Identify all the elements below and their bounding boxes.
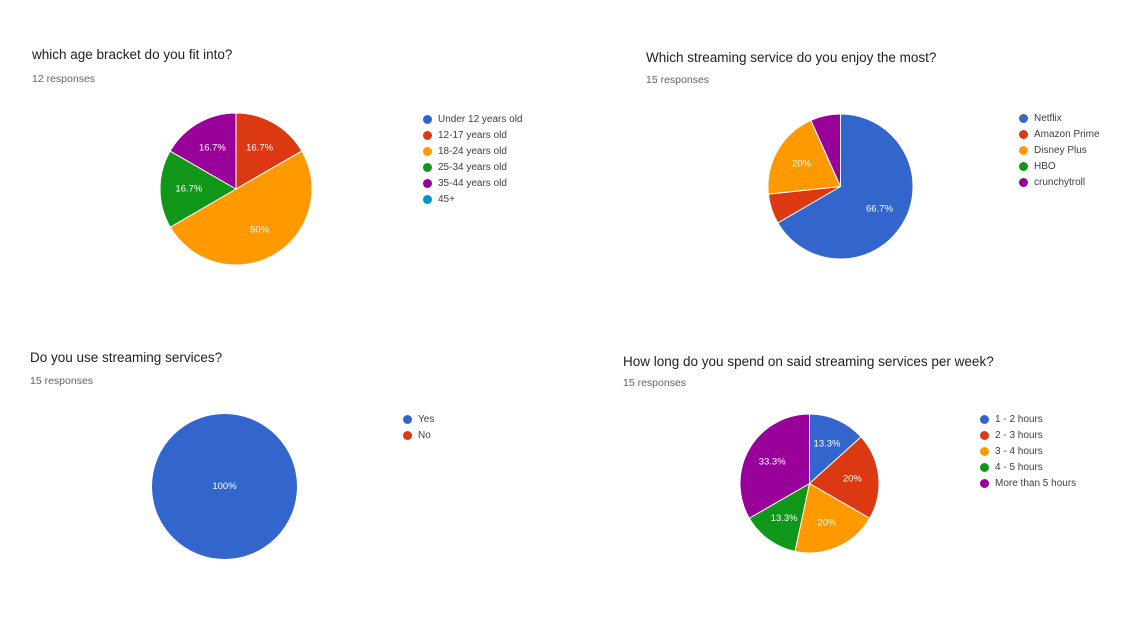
legend-item-more-than-5-hours: More than 5 hours	[980, 475, 1076, 491]
legend-item-4-5-hours: 4 - 5 hours	[980, 459, 1076, 475]
data-label-yes: 100%	[212, 481, 237, 492]
legend-label: crunchytroll	[1034, 176, 1086, 188]
pie-chart-hours: 13.3% 20% 20% 13.3% 33.3%	[739, 413, 880, 554]
legend-swatch	[1019, 145, 1028, 155]
data-label-2-3-hours: 20%	[843, 473, 863, 484]
legend-item-crunchytroll: crunchytroll	[1019, 174, 1100, 190]
legend-swatch	[1019, 113, 1028, 123]
legend-label: Yes	[418, 413, 435, 425]
response-count: 15 responses	[623, 377, 687, 389]
legend-swatch	[423, 178, 432, 188]
legend-item-amazon-prime: Amazon Prime	[1019, 126, 1100, 142]
pie-chart-usage: 100%	[152, 414, 297, 559]
legend-label: 25-34 years old	[438, 161, 507, 173]
legend-label: HBO	[1034, 160, 1056, 172]
legend-item-disney-plus: Disney Plus	[1019, 142, 1100, 158]
pie-slice-1-2-hours	[809, 413, 862, 485]
legend-label: Amazon Prime	[1034, 128, 1100, 140]
pie-slice-25-34-years-old	[159, 150, 237, 228]
legend-swatch	[1019, 129, 1028, 139]
legend-swatch	[980, 478, 989, 488]
pie-slice-18-24-years-old	[169, 150, 313, 266]
pie-chart-age: 16.7% 50% 16.7% 16.7%	[159, 112, 313, 266]
legend-swatch	[980, 462, 989, 472]
legend-item-25-34-years-old: 25-34 years old	[423, 159, 523, 175]
pie-slice-crunchytroll	[810, 113, 841, 187]
legend-item-35-44-years-old: 35-44 years old	[423, 175, 523, 191]
legend-item-hbo: HBO	[1019, 158, 1100, 174]
legend-label: Under 12 years old	[438, 113, 523, 125]
legend-item-under-12-years-old: Under 12 years old	[423, 111, 523, 127]
legend-label: 2 - 3 hours	[995, 429, 1043, 441]
pie-slice-3-4-hours	[794, 482, 871, 554]
data-label-18-24-years-old: 50%	[250, 224, 270, 235]
legend-label: More than 5 hours	[995, 477, 1077, 489]
question-title: which age bracket do you fit into?	[32, 47, 233, 62]
legend-usage: Yes No	[403, 411, 434, 443]
legend-label: 35-44 years old	[438, 177, 507, 189]
legend-item-18-24-years-old: 18-24 years old	[423, 143, 523, 159]
pie-slice-disney-plus	[767, 119, 842, 195]
question-title: Do you use streaming services?	[30, 350, 223, 365]
legend-swatch	[980, 430, 989, 440]
legend-item-netflix: Netflix	[1019, 110, 1100, 126]
pie-slice-35-44-years-old	[169, 112, 237, 190]
legend-item-no: No	[403, 427, 434, 443]
data-label-35-44-years-old: 16.7%	[199, 143, 226, 154]
data-label-disney-plus: 20%	[792, 159, 812, 170]
response-count: 15 responses	[30, 375, 94, 387]
legend-swatch	[980, 446, 989, 456]
pie-slice-yes	[152, 414, 297, 559]
response-count: 15 responses	[646, 74, 710, 86]
legend-service: Netflix Amazon Prime Disney Plus HBO crunchy…	[1019, 110, 1100, 190]
legend-hours: 1 - 2 hours 2 - 3 hours 3 - 4 hours 4 - 5 h…	[980, 411, 1076, 491]
data-label-4-5-hours: 13.3%	[771, 513, 798, 524]
legend-label: Disney Plus	[1034, 144, 1087, 156]
pie-slice-12-17-years-old	[235, 112, 303, 190]
question-title: Which streaming service do you enjoy the…	[646, 50, 937, 65]
data-label-25-34-years-old: 16.7%	[175, 184, 202, 195]
data-label-3-4-hours: 20%	[817, 517, 837, 528]
legend-label: No	[418, 429, 431, 441]
legend-item-1-2-hours: 1 - 2 hours	[980, 411, 1076, 427]
legend-swatch	[423, 130, 432, 140]
legend-swatch	[423, 114, 432, 124]
legend-item-3-4-hours: 3 - 4 hours	[980, 443, 1076, 459]
legend-swatch	[1019, 177, 1028, 187]
legend-item-2-3-hours: 2 - 3 hours	[980, 427, 1076, 443]
legend-label: 3 - 4 hours	[995, 445, 1043, 457]
pie-slice-more-than-5-hours	[739, 413, 810, 519]
legend-label: 12-17 years old	[438, 129, 507, 141]
data-label-more-than-5-hours: 33.3%	[759, 456, 786, 467]
legend-swatch	[980, 414, 989, 424]
legend-swatch	[1019, 161, 1028, 171]
legend-label: 18-24 years old	[438, 145, 507, 157]
legend-swatch	[423, 146, 432, 156]
pie-slice-4-5-hours	[748, 482, 811, 553]
pie-slice-2-3-hours	[808, 436, 880, 519]
legend-swatch	[423, 162, 432, 172]
response-count: 12 responses	[32, 73, 96, 85]
legend-item-45: 45+	[423, 191, 523, 207]
legend-swatch	[403, 430, 412, 440]
legend-swatch	[423, 194, 432, 204]
question-title: How long do you spend on said streaming …	[623, 354, 994, 369]
pie-chart-service: 66.7% 20%	[767, 113, 914, 260]
legend-item-yes: Yes	[403, 411, 434, 427]
data-label-12-17-years-old: 16.7%	[246, 143, 273, 154]
legend-label: 45+	[438, 193, 455, 205]
legend-label: 4 - 5 hours	[995, 461, 1043, 473]
legend-label: 1 - 2 hours	[995, 413, 1043, 425]
data-label-netflix: 66.7%	[866, 203, 893, 214]
legend-swatch	[403, 414, 412, 424]
legend-item-12-17-years-old: 12-17 years old	[423, 127, 523, 143]
pie-slice-netflix	[777, 113, 914, 260]
legend-age: Under 12 years old 12-17 years old 18-24 y…	[423, 111, 523, 207]
data-label-1-2-hours: 13.3%	[814, 439, 841, 450]
legend-label: Netflix	[1034, 112, 1062, 124]
